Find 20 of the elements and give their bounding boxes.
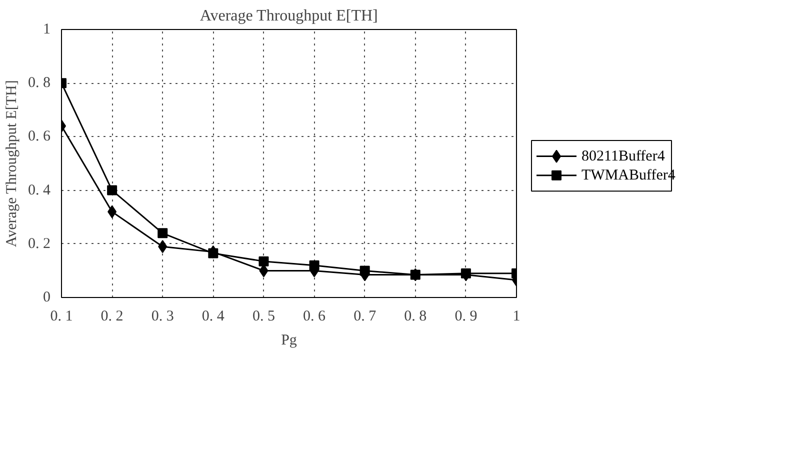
y-axis-title: Average Throughput E[TH]	[4, 80, 20, 248]
x-tick-label: 0. 2	[100, 308, 124, 324]
x-tick-label: 0. 6	[303, 308, 326, 324]
x-tick-label: 0. 8	[404, 308, 427, 324]
chart-title: Average Throughput E[TH]	[200, 8, 378, 24]
x-tick-label: 0. 5	[252, 308, 275, 324]
y-tick-label: 1	[43, 22, 50, 38]
x-tick-label: 0. 7	[354, 308, 377, 324]
x-axis-title: Pg	[281, 332, 298, 348]
y-tick-label: 0. 8	[28, 75, 50, 92]
y-tick-label: 0. 4	[28, 182, 51, 198]
x-tick-label: 0. 3	[151, 308, 174, 324]
y-tick-label: 0. 2	[28, 236, 50, 252]
x-tick-label: 0. 1	[50, 308, 73, 324]
y-tick-label: 0. 6	[28, 128, 51, 145]
x-tick-label: 0. 9	[454, 308, 478, 324]
y-tick-label: 0	[43, 290, 50, 306]
legend-label: 80211Buffer4	[582, 148, 666, 164]
x-tick-label: 1	[512, 308, 520, 324]
x-tick-label: 0. 4	[202, 308, 225, 324]
